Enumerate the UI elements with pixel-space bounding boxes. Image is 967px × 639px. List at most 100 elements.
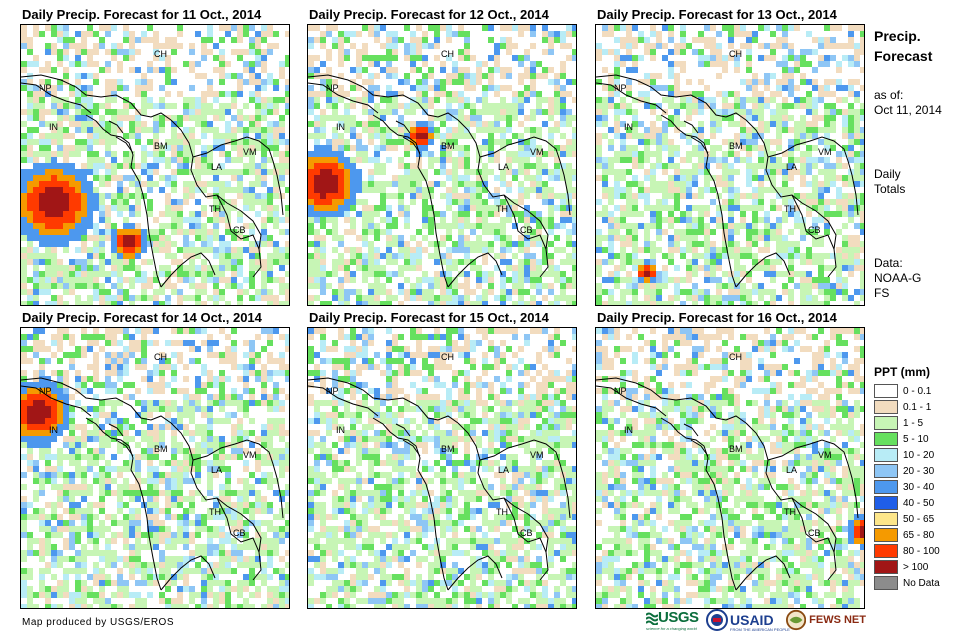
country-border: [447, 252, 503, 288]
country-label-np: NP: [39, 83, 52, 93]
legend-item: 0 - 0.1: [874, 383, 940, 399]
country-label-ch: CH: [729, 49, 742, 59]
panel-title-2: Daily Precip. Forecast for 12 Oct., 2014: [309, 7, 549, 22]
country-border: [21, 74, 172, 121]
legend-item: 65 - 80: [874, 527, 940, 543]
data-source-name: NOAA-GFS: [874, 271, 922, 300]
country-border: [192, 136, 284, 216]
legend-item: > 100: [874, 559, 940, 575]
country-border: [660, 114, 737, 288]
forecast-map-4: CH NP IN BM LA VM TH CB: [20, 327, 290, 609]
country-border: [596, 385, 667, 417]
country-label-la: LA: [211, 465, 222, 475]
country-border: [457, 119, 549, 250]
country-border: [372, 417, 449, 591]
country-label-vm: VM: [530, 450, 544, 460]
country-border: [596, 82, 667, 114]
country-label-np: NP: [326, 386, 339, 396]
country-border: [21, 377, 172, 424]
usaid-wordmark: USAID: [730, 612, 774, 628]
country-border: [745, 119, 837, 250]
legend-label: 40 - 50: [903, 497, 935, 509]
as-of-label: as of:: [874, 88, 904, 102]
panel-title-6: Daily Precip. Forecast for 16 Oct., 2014: [597, 310, 837, 325]
country-label-la: LA: [211, 162, 222, 172]
country-border: [447, 555, 503, 591]
country-label-cb: CB: [808, 225, 821, 235]
country-border: [85, 417, 162, 591]
country-border: [457, 422, 549, 553]
country-label-cb: CB: [808, 528, 821, 538]
country-label-ch: CH: [441, 352, 454, 362]
country-border: [308, 82, 379, 114]
legend-swatch: [874, 400, 898, 414]
legend-item: 0.1 - 1: [874, 399, 940, 415]
country-border: [503, 497, 549, 581]
country-label-in: IN: [49, 425, 58, 435]
country-label-ch: CH: [729, 352, 742, 362]
country-label-np: NP: [326, 83, 339, 93]
usgs-wordmark: USGS: [658, 609, 699, 626]
legend-swatch: [874, 576, 898, 590]
country-label-la: LA: [498, 465, 509, 475]
country-border: [308, 385, 379, 417]
legend-swatch: [874, 528, 898, 542]
country-border: [767, 439, 859, 519]
legend-swatch: [874, 560, 898, 574]
country-label-cb: CB: [233, 225, 246, 235]
legend-label: 0 - 0.1: [903, 385, 932, 397]
country-border: [216, 194, 262, 278]
forecast-map-6: CH NP IN BM LA VM TH CB: [595, 327, 865, 609]
legend-swatch: [874, 432, 898, 446]
country-border: [21, 385, 92, 417]
country-border: [308, 377, 459, 424]
legend-item: 1 - 5: [874, 415, 940, 431]
country-label-bm: BM: [729, 141, 743, 151]
legend-item: 50 - 65: [874, 511, 940, 527]
legend-swatch: [874, 416, 898, 430]
country-label-vm: VM: [530, 147, 544, 157]
legend-swatch: [874, 464, 898, 478]
data-source: Data: NOAA-GFS: [874, 256, 922, 301]
country-border: [108, 120, 134, 154]
country-label-np: NP: [39, 386, 52, 396]
legend-label: 30 - 40: [903, 481, 935, 493]
usaid-tagline: FROM THE AMERICAN PEOPLE: [730, 627, 790, 632]
data-label: Data:: [874, 256, 903, 270]
fewsnet-globe-icon: [786, 609, 807, 631]
country-label-cb: CB: [520, 225, 533, 235]
country-label-vm: VM: [818, 450, 832, 460]
legend-label: 80 - 100: [903, 545, 940, 557]
country-label-ch: CH: [441, 49, 454, 59]
legend-swatch: [874, 384, 898, 398]
country-border: [683, 423, 709, 457]
country-label-np: NP: [614, 83, 627, 93]
country-label-bm: BM: [154, 141, 168, 151]
country-border: [503, 194, 549, 278]
forecast-map-3: CH NP IN BM LA VM TH CB: [595, 24, 865, 306]
legend-item: 10 - 20: [874, 447, 940, 463]
country-label-bm: BM: [729, 444, 743, 454]
legend-item: 30 - 40: [874, 479, 940, 495]
fewsnet-logo: FEWS NET: [786, 609, 866, 635]
legend-label: 50 - 65: [903, 513, 935, 525]
country-label-th: TH: [784, 507, 796, 517]
country-label-th: TH: [784, 204, 796, 214]
map-credit: Map produced by USGS/EROS: [22, 617, 175, 628]
country-border: [745, 422, 837, 553]
country-label-bm: BM: [154, 444, 168, 454]
country-label-la: LA: [498, 162, 509, 172]
country-border: [170, 422, 262, 553]
legend-label: No Data: [903, 577, 940, 589]
country-label-in: IN: [624, 425, 633, 435]
side-title: Precip. Forecast: [874, 28, 933, 64]
country-border: [160, 555, 216, 591]
country-label-th: TH: [496, 507, 508, 517]
country-border: [596, 377, 747, 424]
legend-label: 5 - 10: [903, 433, 929, 445]
country-label-ch: CH: [154, 49, 167, 59]
country-border: [192, 439, 284, 519]
legend-swatch: [874, 544, 898, 558]
country-label-in: IN: [49, 122, 58, 132]
country-border: [21, 82, 92, 114]
